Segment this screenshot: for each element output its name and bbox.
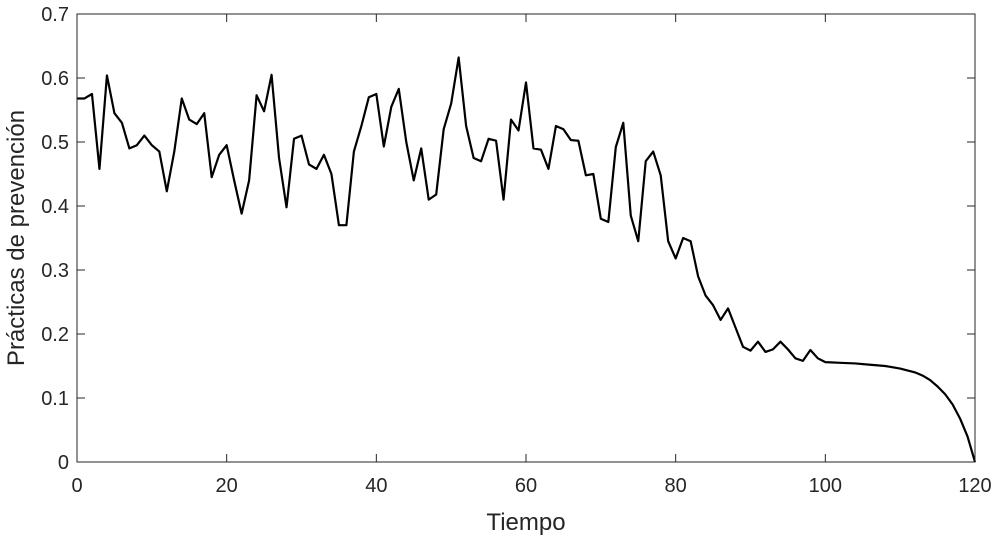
y-tick-label: 0.6 (41, 68, 69, 90)
x-tick-label: 60 (515, 475, 537, 497)
x-tick-label: 100 (809, 475, 842, 497)
y-tick-label: 0 (58, 452, 69, 474)
y-tick-label: 0.2 (41, 324, 69, 346)
x-tick-label: 80 (665, 475, 687, 497)
plot-area (77, 14, 975, 462)
y-tick-label: 0.1 (41, 388, 69, 410)
x-tick-label: 120 (958, 475, 991, 497)
x-axis-title: Tiempo (486, 509, 565, 536)
y-tick-label: 0.7 (41, 4, 69, 26)
y-axis-title: Prácticas de prevención (3, 110, 30, 366)
axis-tick-labels: 0 20 40 60 80 100 120 0 0.1 0.2 0.3 0.4 0.5 0.6 0.7 (41, 4, 992, 497)
plot-frame (76, 13, 976, 463)
x-tick-label: 0 (71, 475, 82, 497)
y-tick-label: 0.3 (41, 260, 69, 282)
y-tick-label: 0.5 (41, 132, 69, 154)
series-line (77, 56, 977, 463)
y-tick-label: 0.4 (41, 196, 69, 218)
x-tick-label: 20 (216, 475, 238, 497)
x-tick-label: 40 (365, 475, 387, 497)
